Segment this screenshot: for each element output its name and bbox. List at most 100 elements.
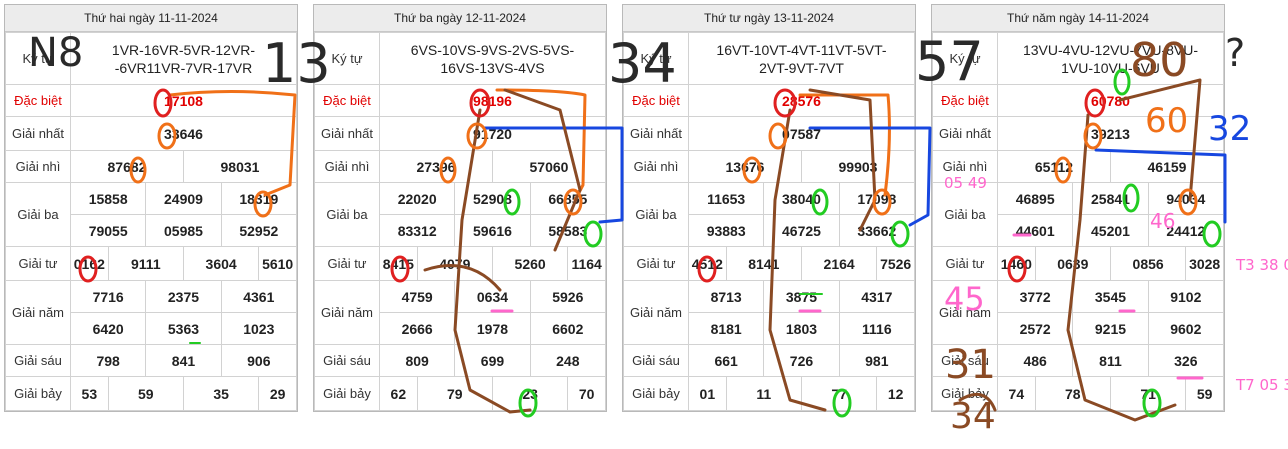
card-date: Thứ ba ngày 12-11-2024 xyxy=(314,5,606,32)
prize-number: 38040 xyxy=(763,182,840,215)
row-label: Ký tự xyxy=(932,32,998,85)
prize-number: 27396 xyxy=(379,150,493,183)
prize-number: 809 xyxy=(378,344,456,377)
row-label: Giải tư xyxy=(5,246,71,281)
prize-number: 1460 xyxy=(997,246,1036,281)
ky-hieu-value: 13VU-4VU-12VU-7VU-8VU- 1VU-10VU-6VU xyxy=(997,32,1224,85)
prize-number: 1023 xyxy=(220,312,298,345)
prize-number: 66855 xyxy=(529,182,607,215)
prize-number: 0856 xyxy=(1109,246,1187,281)
prize-number: 15858 xyxy=(69,182,147,215)
prize-number: 3545 xyxy=(1072,280,1149,313)
prize-number: 71 xyxy=(1109,376,1187,411)
prize-number: 8141 xyxy=(725,246,802,281)
card-date: Thứ hai ngày 11-11-2024 xyxy=(5,5,297,32)
row-label: Giải năm xyxy=(932,280,998,345)
prize-number: 8415 xyxy=(379,246,418,281)
prize-number: 59 xyxy=(107,376,184,411)
results-table: Ký tự 1VR-16VR-5VR-12VR- -6VR11VR-7VR-17VR… xyxy=(5,32,298,411)
prize-number: 53 xyxy=(70,376,109,411)
row-label: Giải năm xyxy=(314,280,380,345)
special-prize: 17108 xyxy=(70,84,297,117)
prize-number: 44601 xyxy=(996,214,1074,247)
results-table: Ký tự 16VT-10VT-4VT-11VT-5VT- 2VT-9VT-7VT … xyxy=(623,32,916,411)
row-label: Giải sáu xyxy=(5,344,71,377)
prize-number: 98031 xyxy=(182,150,298,183)
prize-number: 9215 xyxy=(1072,312,1149,345)
ky-hieu-value: 6VS-10VS-9VS-2VS-5VS- 16VS-13VS-4VS xyxy=(379,32,606,85)
card-date: Thứ năm ngày 14-11-2024 xyxy=(932,5,1224,32)
prize-number: 59616 xyxy=(454,214,531,247)
prize-number: 52952 xyxy=(220,214,298,247)
prize-number: 906 xyxy=(220,344,298,377)
prize-number: 17098 xyxy=(838,182,916,215)
prize-number: 11653 xyxy=(687,182,765,215)
prize-number: 2375 xyxy=(145,280,222,313)
row-label: Đặc biệt xyxy=(932,84,998,117)
prize-number: 1116 xyxy=(838,312,916,345)
prize-number: 0634 xyxy=(454,280,531,313)
prize-number: 4512 xyxy=(688,246,727,281)
prize-number: 5363 xyxy=(145,312,222,345)
prize-number: 4079 xyxy=(416,246,493,281)
row-label: Giải bảy xyxy=(5,376,71,411)
first-prize: 33646 xyxy=(70,116,297,151)
first-prize: 39213 xyxy=(997,116,1224,151)
prize-number: 8181 xyxy=(687,312,765,345)
prize-number: 9602 xyxy=(1147,312,1225,345)
prize-number: 2666 xyxy=(378,312,456,345)
prize-number: 52908 xyxy=(454,182,531,215)
prize-number: 1164 xyxy=(567,246,606,281)
prize-number: 25841 xyxy=(1072,182,1149,215)
row-label: Đặc biệt xyxy=(5,84,71,117)
prize-number: 9111 xyxy=(107,246,184,281)
prize-number: 65112 xyxy=(997,150,1111,183)
prize-number: 7716 xyxy=(69,280,147,313)
handwritten-note: ? xyxy=(1225,31,1245,75)
row-label: Đặc biệt xyxy=(314,84,380,117)
prize-number: 661 xyxy=(687,344,765,377)
prize-number: 46159 xyxy=(1109,150,1225,183)
prize-number: 70 xyxy=(567,376,606,411)
prize-number: 2164 xyxy=(800,246,878,281)
ky-hieu-value: 1VR-16VR-5VR-12VR- -6VR11VR-7VR-17VR xyxy=(70,32,297,85)
prize-number: 11 xyxy=(725,376,802,411)
prize-number: 8713 xyxy=(687,280,765,313)
row-label: Giải sáu xyxy=(623,344,689,377)
prize-number: 29 xyxy=(258,376,297,411)
result-card-tue: Thứ ba ngày 12-11-2024 Ký tự 6VS-10VS-9VS… xyxy=(313,4,607,412)
prize-number: 1978 xyxy=(454,312,531,345)
prize-number: 93883 xyxy=(687,214,765,247)
prize-number: 62 xyxy=(379,376,418,411)
prize-number: 3875 xyxy=(763,280,840,313)
prize-number: 981 xyxy=(838,344,916,377)
prize-number: 1803 xyxy=(763,312,840,345)
row-label: Giải nhì xyxy=(623,150,689,183)
row-label: Giải tư xyxy=(932,246,998,281)
prize-number: 79055 xyxy=(69,214,147,247)
prize-number: 46895 xyxy=(996,182,1074,215)
result-card-thu: Thứ năm ngày 14-11-2024 Ký tự 13VU-4VU-12… xyxy=(931,4,1225,412)
prize-number: 5260 xyxy=(491,246,569,281)
prize-number: 46725 xyxy=(763,214,840,247)
prize-number: 798 xyxy=(69,344,147,377)
prize-number: 4759 xyxy=(378,280,456,313)
prize-number: 79 xyxy=(416,376,493,411)
prize-number: 326 xyxy=(1147,344,1225,377)
row-label: Ký tự xyxy=(5,32,71,85)
prize-number: 83312 xyxy=(378,214,456,247)
row-label: Giải sáu xyxy=(314,344,380,377)
prize-number: 24909 xyxy=(145,182,222,215)
row-label: Giải năm xyxy=(5,280,71,345)
prize-number: 01 xyxy=(688,376,727,411)
row-label: Giải ba xyxy=(623,182,689,247)
prize-number: 13676 xyxy=(688,150,802,183)
prize-number: 6602 xyxy=(529,312,607,345)
prize-number: 9102 xyxy=(1147,280,1225,313)
prize-number: 841 xyxy=(145,344,222,377)
special-prize: 98196 xyxy=(379,84,606,117)
row-label: Giải ba xyxy=(314,182,380,247)
prize-number: 726 xyxy=(763,344,840,377)
prize-number: 0162 xyxy=(70,246,109,281)
prize-number: 35 xyxy=(182,376,260,411)
